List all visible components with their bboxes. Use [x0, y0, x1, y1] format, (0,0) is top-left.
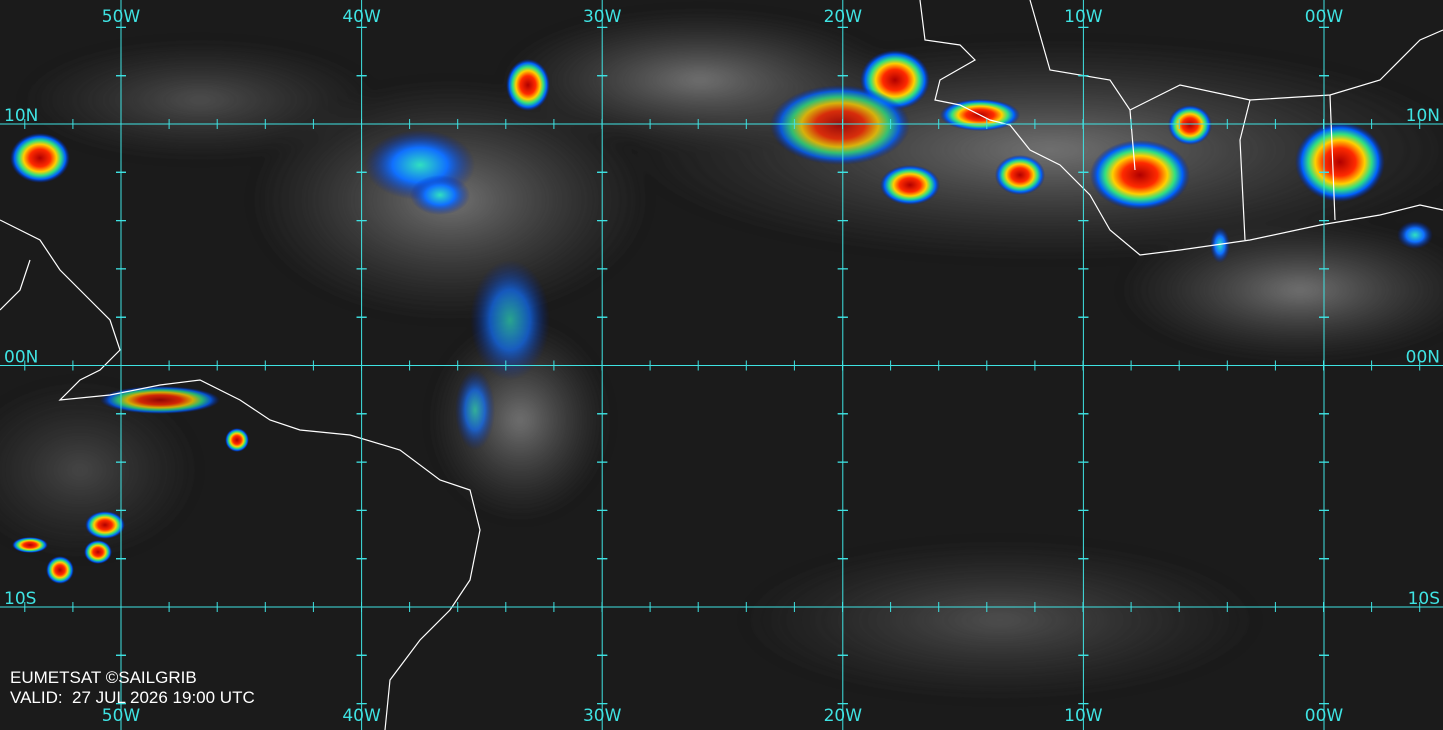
storm-cell [85, 511, 125, 539]
south-america-coast [0, 219, 481, 730]
valid-time: VALID: 27 JUL 2026 19:00 UTC [10, 688, 255, 707]
weak-cell [410, 175, 470, 215]
storm-cell [1295, 122, 1385, 202]
storm-cell [1090, 140, 1190, 210]
weak-cell [455, 370, 495, 450]
weak-cell [470, 260, 550, 380]
border [0, 259, 31, 311]
storm-cell [506, 59, 550, 111]
storm-cell [225, 428, 249, 452]
lon-label: 00W [1305, 7, 1344, 27]
storm-cell [84, 540, 112, 564]
lon-label: 40W [342, 7, 381, 27]
lon-label: 00W [1305, 706, 1344, 726]
credit: EUMETSAT ©SAILGRIB [10, 668, 197, 687]
lon-label: 30W [583, 706, 622, 726]
weak-cell [1210, 227, 1230, 263]
border [1029, 0, 1443, 111]
cloud [740, 540, 1260, 700]
storm-cell [10, 133, 70, 183]
lon-label: 50W [102, 7, 141, 27]
weak-cell [1397, 221, 1433, 249]
cloud [1120, 220, 1443, 360]
africa-coast [919, 0, 1443, 256]
lon-label: 40W [342, 706, 381, 726]
storm-cell [46, 556, 74, 584]
storm-cell [12, 537, 48, 553]
lon-label: 10W [1064, 7, 1103, 27]
storm-cell [770, 85, 910, 165]
lon-label: 10W [1064, 706, 1103, 726]
lat-label: 10S [1408, 589, 1440, 609]
lon-label: 30W [583, 7, 622, 27]
lat-label: 10N [4, 106, 38, 126]
storm-cell [1168, 105, 1212, 145]
storm-cell [995, 155, 1045, 195]
lat-label: 00N [1406, 348, 1440, 368]
storm-cell [100, 386, 220, 414]
lat-label: 10N [1406, 106, 1440, 126]
lon-label: 50W [102, 706, 141, 726]
lon-label: 20W [824, 706, 863, 726]
cloud [20, 40, 380, 160]
storm-cell [880, 165, 940, 205]
lat-label: 00N [4, 348, 38, 368]
lat-label: 10S [4, 589, 36, 609]
cloud [0, 380, 200, 560]
lon-label: 20W [824, 7, 863, 27]
